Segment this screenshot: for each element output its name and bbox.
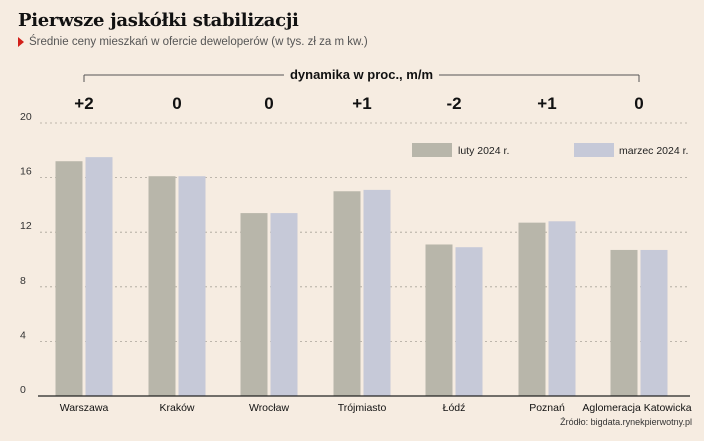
x-category-label: Łódź	[443, 402, 466, 414]
bar	[270, 213, 298, 396]
x-category-label: Aglomeracja Katowicka	[582, 402, 691, 414]
bar	[610, 249, 638, 396]
bar	[85, 157, 113, 396]
bar	[425, 244, 453, 396]
y-tick-label: 8	[20, 275, 26, 287]
subtitle-text: Średnie ceny mieszkań w ofercie dewelope…	[29, 36, 368, 48]
x-category-label: Kraków	[159, 402, 194, 414]
bar	[640, 249, 668, 396]
chart-subtitle: Średnie ceny mieszkań w ofercie dewelope…	[18, 36, 368, 48]
legend-label: marzec 2024 r.	[619, 145, 688, 157]
x-category-label: Warszawa	[60, 402, 109, 414]
y-tick-label: 20	[20, 111, 32, 123]
dynamics-value: +1	[352, 94, 371, 113]
dynamics-header-bg	[283, 65, 440, 84]
dynamics-value: 0	[264, 94, 273, 113]
chart-title: Pierwsze jaskółki stabilizacji	[18, 10, 299, 31]
bar	[363, 189, 391, 396]
y-tick-label: 4	[20, 329, 26, 341]
x-category-label: Trójmiasto	[338, 402, 387, 414]
x-category-label: Poznań	[529, 402, 565, 414]
dynamics-value: +1	[537, 94, 556, 113]
dynamics-header: dynamika w proc., m/m	[290, 67, 433, 82]
dynamics-value: 0	[634, 94, 643, 113]
bar	[518, 222, 546, 396]
bar	[333, 191, 361, 396]
y-tick-label: 12	[20, 220, 32, 232]
dynamics-value: +2	[74, 94, 93, 113]
bar	[55, 161, 83, 396]
red-triangle-icon	[18, 37, 24, 47]
y-tick-label: 0	[20, 384, 26, 396]
dynamics-value: -2	[446, 94, 461, 113]
legend-swatch	[574, 143, 614, 157]
dynamics-value: 0	[172, 94, 181, 113]
legend-swatch	[412, 143, 452, 157]
bar	[455, 247, 483, 396]
bar	[548, 221, 576, 396]
source-note: Źródło: bigdata.rynekpierwotny.pl	[560, 417, 692, 427]
bar	[240, 213, 268, 396]
bar	[178, 176, 206, 396]
legend-label: luty 2024 r.	[458, 145, 509, 157]
x-category-label: Wrocław	[249, 402, 289, 414]
y-tick-label: 16	[20, 166, 32, 178]
bar	[148, 176, 176, 396]
